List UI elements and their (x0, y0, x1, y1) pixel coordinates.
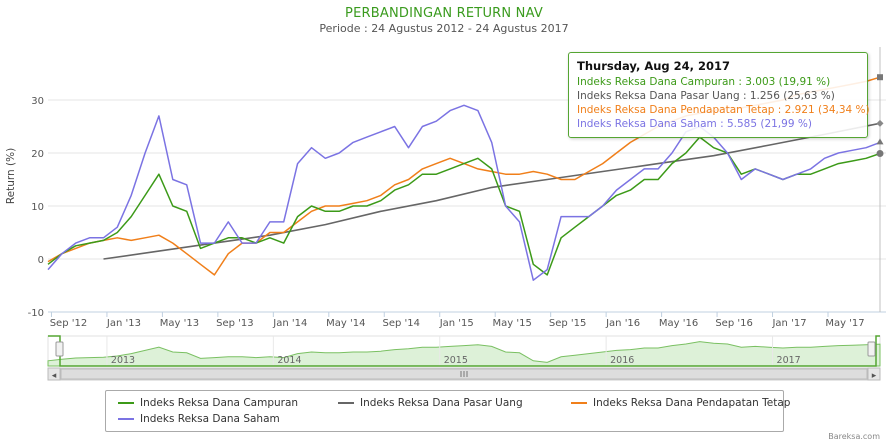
tooltip-row-saham: Indeks Reksa Dana Saham : 5.585 (21,99 %… (577, 118, 812, 130)
tooltip: Thursday, Aug 24, 2017 Indeks Reksa Dana… (568, 52, 870, 138)
legend-swatch (118, 418, 134, 420)
scrollbar-right-button[interactable] (867, 367, 881, 381)
x-tick-label: Jan '16 (605, 318, 640, 329)
end-marker-campuran (876, 150, 884, 158)
legend-swatch (118, 402, 134, 404)
navigator-area (47, 341, 881, 367)
legend-label: Indeks Reksa Dana Pasar Uang (360, 397, 523, 409)
end-markers (876, 74, 884, 158)
x-tick-label: Jan '15 (439, 318, 474, 329)
x-tick-label: May '17 (825, 318, 864, 329)
navigator-year-label: 2013 (111, 355, 135, 366)
tooltip-date: Thursday, Aug 24, 2017 (577, 59, 731, 73)
y-tick-label: 30 (31, 96, 44, 107)
y-tick-label: 10 (31, 202, 44, 213)
x-tick-label: Jan '17 (771, 318, 806, 329)
y-tick-label: -10 (28, 308, 44, 319)
legend-swatch (338, 402, 354, 404)
legend-label: Indeks Reksa Dana Campuran (140, 397, 299, 409)
legend-item-campuran[interactable]: Indeks Reksa Dana Campuran (118, 397, 298, 409)
chart-subtitle: Periode : 24 Agustus 2012 - 24 Agustus 2… (319, 22, 569, 35)
navigator-left-handle[interactable] (55, 341, 64, 357)
tooltip-row-pendapatan-tetap: Indeks Reksa Dana Pendapatan Tetap : 2.9… (577, 104, 870, 116)
legend-item-pendapatan-tetap[interactable]: Indeks Reksa Dana Pendapatan Tetap (571, 397, 790, 409)
x-tick-label: May '15 (493, 318, 532, 329)
y-axis-ticks: -10 0 10 20 30 (28, 96, 44, 319)
end-marker-pendapatan-tetap (877, 74, 883, 81)
x-tick-label: May '16 (659, 318, 698, 329)
navigator-year-label: 2016 (610, 355, 634, 366)
legend-item-saham[interactable]: Indeks Reksa Dana Saham (118, 413, 280, 425)
legend-label: Indeks Reksa Dana Pendapatan Tetap (593, 397, 791, 409)
x-tick-label: Jan '14 (272, 318, 307, 329)
legend-label: Indeks Reksa Dana Saham (140, 413, 280, 425)
y-axis-label: Return (%) (5, 148, 17, 204)
legend-item-pasar-uang[interactable]: Indeks Reksa Dana Pasar Uang (338, 397, 523, 409)
tooltip-row-campuran: Indeks Reksa Dana Campuran : 3.003 (19,9… (577, 76, 831, 88)
series-line-saham[interactable] (47, 104, 881, 281)
x-tick-label: May '14 (326, 318, 365, 329)
x-tick-label: May '13 (160, 318, 199, 329)
y-tick-label: 20 (31, 149, 44, 160)
legend: Indeks Reksa Dana Campuran Indeks Reksa … (105, 390, 790, 432)
end-marker-saham (876, 138, 884, 145)
navigator-year-label: 2017 (777, 355, 801, 366)
legend-swatch (571, 402, 587, 404)
navigator-year-label: 2015 (444, 355, 468, 366)
x-tick-label: Jan '13 (106, 318, 141, 329)
scroll-right-icon: ▸ (872, 371, 877, 381)
series-line-pasar-uang[interactable] (103, 122, 881, 260)
x-tick-label: Sep '16 (715, 318, 753, 329)
navigator-year-label: 2014 (277, 355, 301, 366)
scroll-left-icon: ◂ (52, 371, 57, 381)
end-marker-pasar-uang (876, 119, 884, 127)
navigator[interactable]: 2013 2014 2015 2016 2017 (47, 335, 881, 367)
x-axis-ticks: Sep '12 Jan '13 May '13 Sep '13 Jan '14 May '… (50, 312, 865, 329)
x-tick-label: Sep '12 (50, 318, 88, 329)
scrollbar[interactable]: ◂ ▸ (47, 367, 881, 381)
x-tick-label: Sep '15 (549, 318, 587, 329)
credit-text: Bareksa.com (828, 432, 880, 441)
tooltip-row-pasar-uang: Indeks Reksa Dana Pasar Uang : 1.256 (25… (577, 90, 835, 102)
chart-title: PERBANDINGAN RETURN NAV (345, 6, 543, 21)
series-line-campuran[interactable] (47, 136, 881, 276)
y-tick-label: 0 (38, 255, 44, 266)
x-tick-label: Sep '14 (383, 318, 421, 329)
scrollbar-left-button[interactable] (47, 367, 61, 381)
navigator-outline (48, 335, 880, 367)
x-tick-label: Sep '13 (216, 318, 254, 329)
navigator-right-handle[interactable] (867, 341, 876, 357)
grip-icon (460, 371, 468, 377)
navigator-year-labels: 2013 2014 2015 2016 2017 (106, 336, 801, 366)
